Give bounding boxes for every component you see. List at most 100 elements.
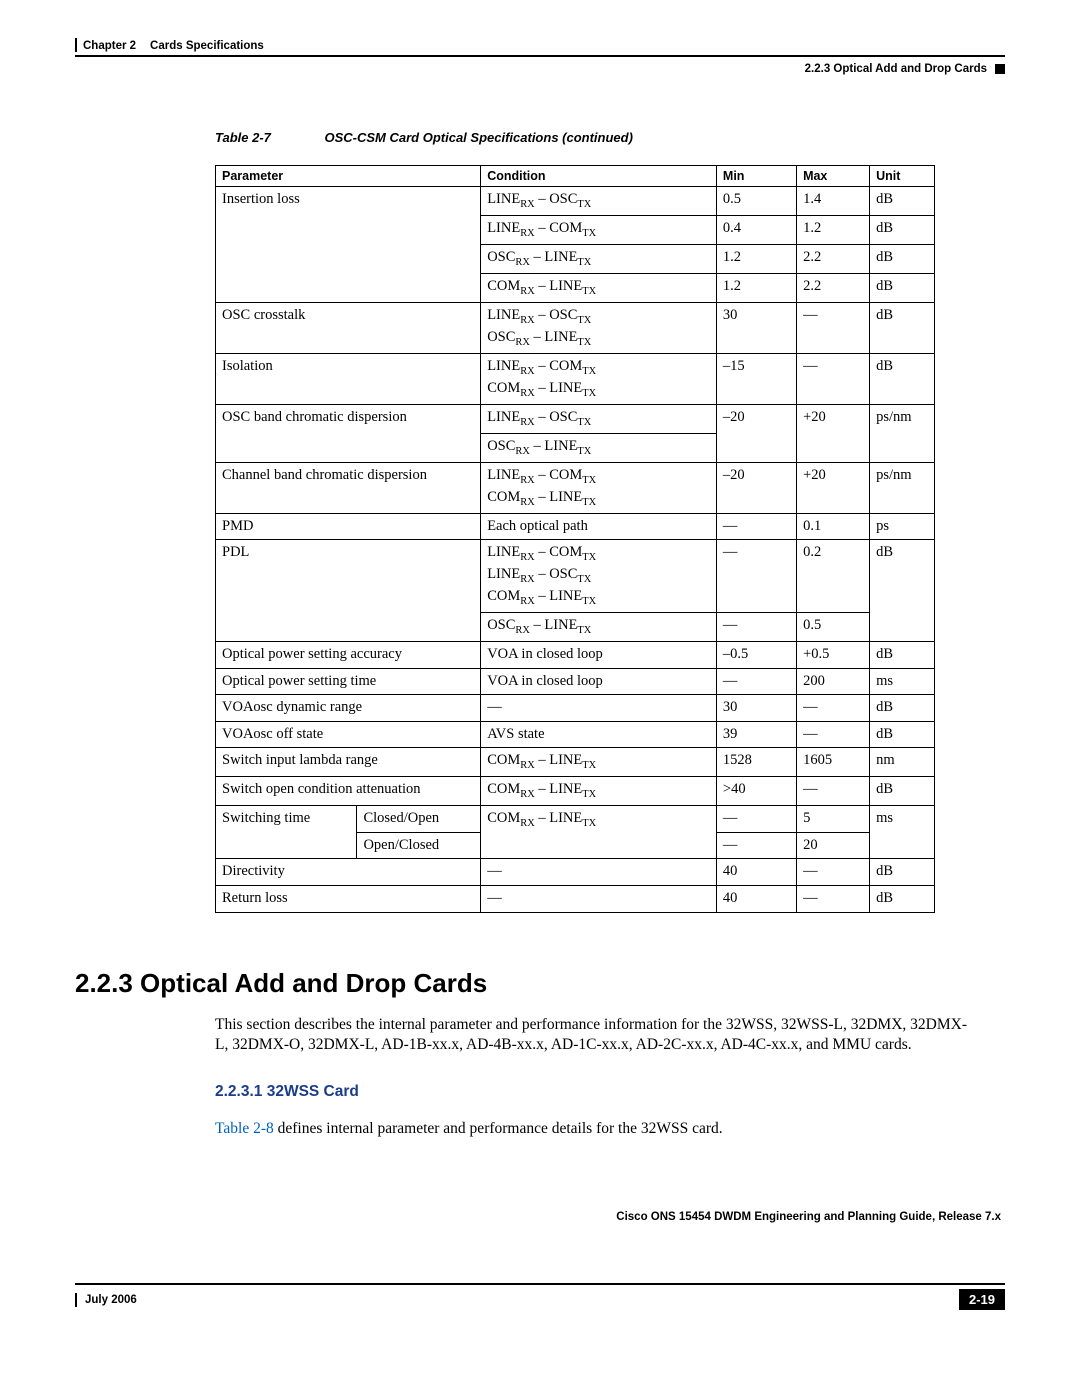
cell-unit: dB xyxy=(870,695,935,722)
col-parameter: Parameter xyxy=(216,166,481,187)
cell-max: — xyxy=(797,721,870,748)
cell-param: Optical power setting accuracy xyxy=(216,642,481,669)
cell-unit: ms xyxy=(870,668,935,695)
header-right-row: 2.2.3 Optical Add and Drop Cards xyxy=(75,63,1005,75)
cell-unit: dB xyxy=(870,302,935,353)
cell-cond: Each optical path xyxy=(481,513,717,540)
cell-max: 20 xyxy=(797,832,870,859)
square-marker-icon xyxy=(995,64,1005,74)
cell-param: Switch open condition attenuation xyxy=(216,777,481,806)
cell-cond: OSCRX – LINETX xyxy=(481,244,717,273)
cell-unit: dB xyxy=(870,273,935,302)
table-row: Switching time Closed/Open COMRX – LINET… xyxy=(216,806,935,833)
table-row: Isolation LINERX – COMTXCOMRX – LINETX –… xyxy=(216,353,935,404)
cell-max: 5 xyxy=(797,806,870,833)
cell-max: +20 xyxy=(797,462,870,513)
footer-left: July 2006 xyxy=(75,1293,137,1307)
cell-cond: LINERX – COMTX xyxy=(481,215,717,244)
cell-param: Channel band chromatic dispersion xyxy=(216,462,481,513)
cell-unit: dB xyxy=(870,721,935,748)
col-condition: Condition xyxy=(481,166,717,187)
cell-unit: dB xyxy=(870,885,935,912)
cell-unit: dB xyxy=(870,642,935,669)
table-link[interactable]: Table 2-8 xyxy=(215,1120,274,1137)
subsection-heading: 2.2.3.1 32WSS Card xyxy=(215,1082,975,1103)
cell-cond: — xyxy=(481,695,717,722)
cell-param: VOAosc off state xyxy=(216,721,481,748)
cell-min: 30 xyxy=(716,695,796,722)
cell-max: — xyxy=(797,777,870,806)
cell-min: — xyxy=(716,832,796,859)
cell-cond: LINERX – OSCTX xyxy=(481,187,717,216)
cell-min: 39 xyxy=(716,721,796,748)
cell-param: Directivity xyxy=(216,859,481,886)
table-row: VOAosc dynamic range — 30 — dB xyxy=(216,695,935,722)
cell-min: — xyxy=(716,540,796,613)
cell-max: 0.1 xyxy=(797,513,870,540)
cell-min: –20 xyxy=(716,404,796,462)
footer-doc-title: Cisco ONS 15454 DWDM Engineering and Pla… xyxy=(75,1211,1005,1223)
cell-cond: LINERX – COMTXCOMRX – LINETX xyxy=(481,353,717,404)
cell-unit: dB xyxy=(870,540,935,642)
cell-param: Switch input lambda range xyxy=(216,748,481,777)
cell-min: –15 xyxy=(716,353,796,404)
cell-cond: OSCRX – LINETX xyxy=(481,433,717,462)
table-row: Switch input lambda range COMRX – LINETX… xyxy=(216,748,935,777)
page-header: Chapter 2 Cards Specifications xyxy=(75,38,1005,57)
cell-min: 1.2 xyxy=(716,273,796,302)
table-header-row: Parameter Condition Min Max Unit xyxy=(216,166,935,187)
cell-cond: COMRX – LINETX xyxy=(481,748,717,777)
table-row: Channel band chromatic dispersion LINERX… xyxy=(216,462,935,513)
cell-param: Optical power setting time xyxy=(216,668,481,695)
footer-rule-icon xyxy=(75,1293,77,1307)
cell-unit: ps/nm xyxy=(870,404,935,462)
cell-unit: dB xyxy=(870,353,935,404)
cell-param: Insertion loss xyxy=(216,187,481,303)
cell-unit: ps/nm xyxy=(870,462,935,513)
section-paragraph: This section describes the internal para… xyxy=(215,1015,975,1057)
cell-max: — xyxy=(797,885,870,912)
cell-cond: LINERX – COMTXCOMRX – LINETX xyxy=(481,462,717,513)
chapter-number: Chapter 2 xyxy=(83,40,136,52)
cell-max: — xyxy=(797,695,870,722)
cell-max: 1.4 xyxy=(797,187,870,216)
cell-min: — xyxy=(716,806,796,833)
chapter-title: Cards Specifications xyxy=(150,40,264,52)
cell-max: — xyxy=(797,859,870,886)
table-row: PDL LINERX – COMTXLINERX – OSCTXCOMRX – … xyxy=(216,540,935,613)
cell-min: — xyxy=(716,513,796,540)
cell-max: +0.5 xyxy=(797,642,870,669)
cell-min: 0.5 xyxy=(716,187,796,216)
cell-param: Switching time xyxy=(216,806,357,859)
cell-min: 40 xyxy=(716,859,796,886)
cell-cond: VOA in closed loop xyxy=(481,642,717,669)
section-reference: 2.2.3 Optical Add and Drop Cards xyxy=(805,63,987,75)
table-row: Directivity — 40 — dB xyxy=(216,859,935,886)
table-number: Table 2-7 xyxy=(215,130,271,145)
cell-param: OSC crosstalk xyxy=(216,302,481,353)
cell-min: 1528 xyxy=(716,748,796,777)
cell-unit: dB xyxy=(870,859,935,886)
cell-param: PDL xyxy=(216,540,481,642)
section-heading: 2.2.3 Optical Add and Drop Cards xyxy=(75,968,1005,999)
cell-cond: OSCRX – LINETX xyxy=(481,613,717,642)
cell-cond: — xyxy=(481,859,717,886)
cell-param: Isolation xyxy=(216,353,481,404)
cell-cond: — xyxy=(481,885,717,912)
cell-cond: LINERX – OSCTX xyxy=(481,404,717,433)
cell-min: –20 xyxy=(716,462,796,513)
cell-cond: COMRX – LINETX xyxy=(481,273,717,302)
cell-param: PMD xyxy=(216,513,481,540)
cell-min: — xyxy=(716,668,796,695)
cell-max: 200 xyxy=(797,668,870,695)
cell-param: VOAosc dynamic range xyxy=(216,695,481,722)
cell-min: 1.2 xyxy=(716,244,796,273)
cell-min: 40 xyxy=(716,885,796,912)
footer-date: July 2006 xyxy=(85,1294,137,1306)
cell-max: 2.2 xyxy=(797,273,870,302)
cell-unit: ps xyxy=(870,513,935,540)
table-row: Return loss — 40 — dB xyxy=(216,885,935,912)
header-rule-icon xyxy=(75,38,77,52)
col-min: Min xyxy=(716,166,796,187)
cell-cond: COMRX – LINETX xyxy=(481,806,717,859)
